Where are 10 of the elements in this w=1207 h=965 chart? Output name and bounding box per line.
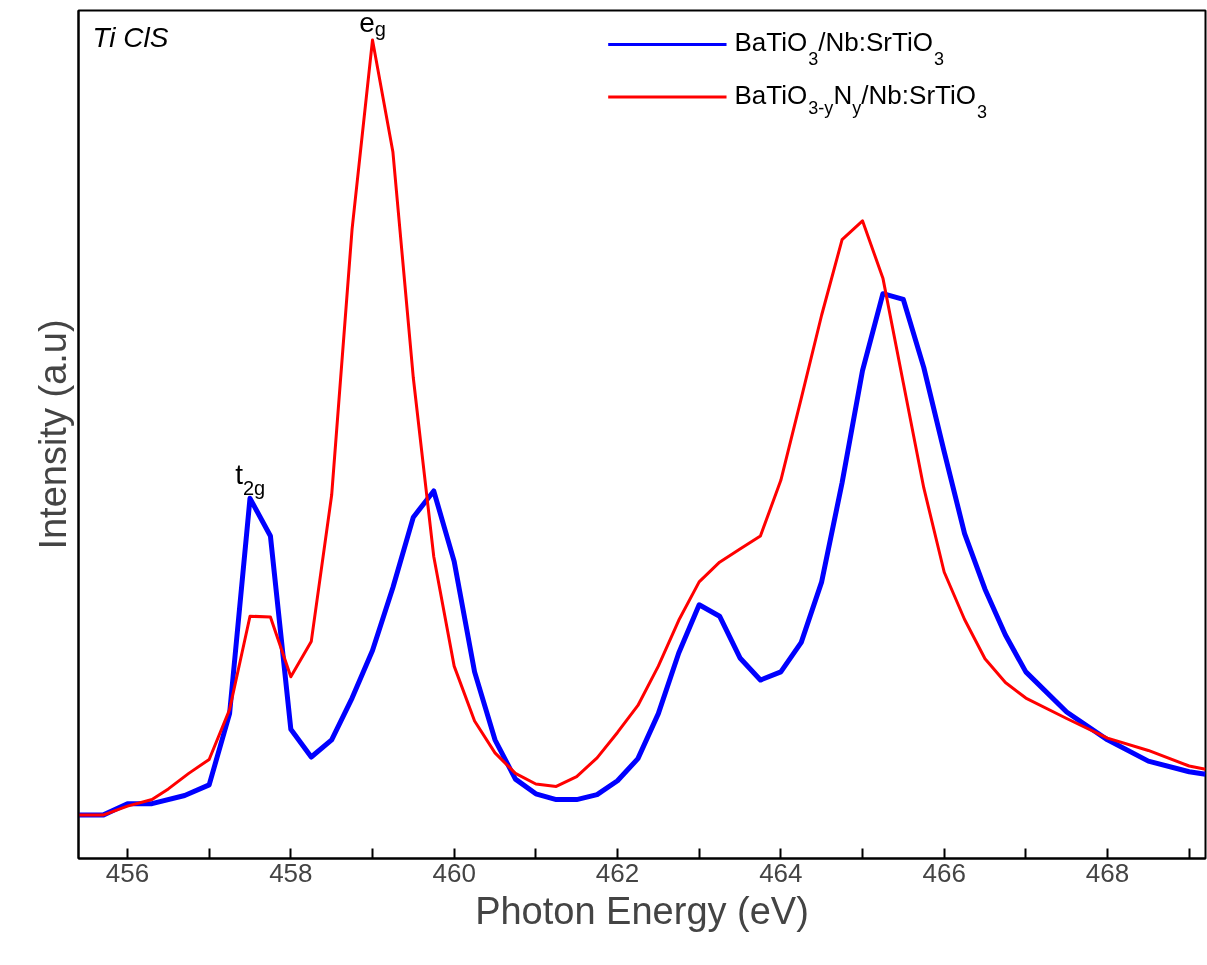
x-axis-title: Photon Energy (eV) <box>475 889 809 932</box>
annotation: Ti ClS <box>92 21 169 53</box>
x-tick-label: 464 <box>759 857 803 888</box>
x-tick-label: 456 <box>105 857 150 888</box>
x-tick-label: 462 <box>595 857 640 888</box>
x-tick-label: 460 <box>432 857 476 888</box>
x-tick-label: 468 <box>1085 857 1130 888</box>
x-tick-label: 466 <box>922 857 966 888</box>
x-tick-label: 458 <box>269 857 313 888</box>
y-axis-title: Intensity (a.u) <box>31 319 74 550</box>
